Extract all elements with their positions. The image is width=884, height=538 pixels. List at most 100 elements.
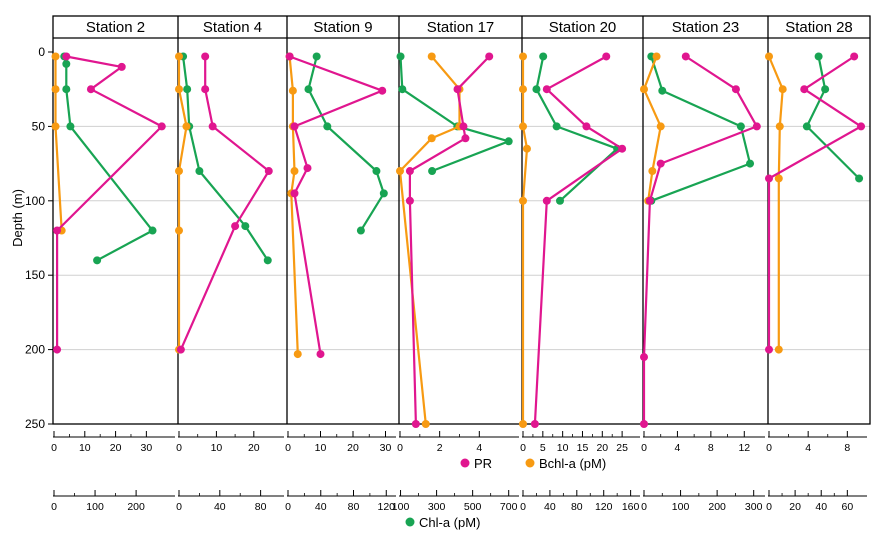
pr-bchl-axis-tick-label: 0 bbox=[285, 442, 291, 454]
bchl-data-point bbox=[774, 345, 783, 354]
pr-bchl-axis-tick-label: 10 bbox=[79, 442, 91, 454]
chl-data-point bbox=[66, 122, 75, 131]
bchl-data-point bbox=[656, 122, 665, 131]
chl-axis-tick-label: 200 bbox=[708, 501, 726, 513]
bchl-data-point bbox=[51, 122, 60, 131]
pr-bchl-axis-tick-label: 0 bbox=[641, 442, 647, 454]
chl-data-point bbox=[312, 52, 321, 61]
pr-data-point bbox=[656, 159, 665, 168]
pr-data-point bbox=[602, 52, 611, 61]
pr-bchl-axis-tick-label: 5 bbox=[540, 442, 546, 454]
chl-data-point bbox=[183, 85, 192, 94]
pr-data-point bbox=[201, 85, 210, 94]
bchl-data-point bbox=[519, 196, 527, 205]
bchl-data-point bbox=[175, 85, 183, 94]
chl-data-point bbox=[396, 52, 405, 61]
bchl-data-point bbox=[51, 85, 60, 94]
chl-data-point bbox=[504, 137, 513, 146]
chl-axis-tick-label: 20 bbox=[789, 501, 801, 513]
chl-series-line bbox=[650, 56, 752, 202]
pr-data-point bbox=[850, 52, 859, 61]
chl-axis-tick-label: 200 bbox=[127, 501, 145, 513]
pr-data-point bbox=[411, 420, 420, 428]
pr-data-point bbox=[752, 122, 761, 131]
y-tick-label: 0 bbox=[38, 45, 45, 59]
pr-bchl-axis-tick-label: 20 bbox=[596, 442, 608, 454]
pr-bchl-axis-tick-label: 15 bbox=[577, 442, 589, 454]
bchl-series-line bbox=[767, 56, 784, 350]
chl-axis-tick-label: 40 bbox=[214, 501, 226, 513]
pr-data-point bbox=[378, 86, 387, 95]
panel-title: Station 20 bbox=[549, 19, 617, 36]
y-tick-label: 150 bbox=[25, 268, 45, 282]
chl-axis-tick-label: 80 bbox=[348, 501, 360, 513]
panel-title: Station 2 bbox=[86, 19, 145, 36]
pr-bchl-axis-tick-label: 30 bbox=[141, 442, 153, 454]
pr-data-point bbox=[117, 62, 126, 71]
legend-chl-label: Chl-a (pM) bbox=[419, 515, 480, 530]
pr-data-point bbox=[530, 420, 539, 428]
pr-data-point bbox=[640, 420, 648, 428]
chl-data-point bbox=[821, 85, 830, 94]
chl-data-point bbox=[398, 85, 407, 94]
pr-data-point bbox=[765, 345, 773, 354]
chl-data-point bbox=[855, 174, 864, 183]
bchl-data-point bbox=[648, 167, 657, 176]
pr-data-point bbox=[765, 174, 773, 183]
pr-data-point bbox=[582, 122, 591, 131]
legend-pr-label: PR bbox=[474, 456, 492, 471]
pr-data-point bbox=[618, 144, 627, 153]
pr-data-point bbox=[62, 52, 71, 61]
chl-data-point bbox=[195, 167, 204, 176]
pr-data-point bbox=[800, 85, 809, 94]
legend-pr-marker bbox=[460, 458, 470, 468]
pr-bchl-axis-tick-label: 20 bbox=[347, 442, 359, 454]
pr-series-line bbox=[533, 55, 624, 425]
bchl-series-line bbox=[177, 56, 188, 350]
pr-data-point bbox=[290, 122, 299, 131]
bchl-data-point bbox=[519, 85, 527, 94]
chl-data-point bbox=[802, 122, 811, 131]
chl-axis-tick-label: 40 bbox=[544, 501, 556, 513]
legend-bchl-marker bbox=[525, 458, 535, 468]
pr-bchl-axis-tick-label: 20 bbox=[248, 442, 260, 454]
panel-title: Station 28 bbox=[785, 19, 853, 36]
chl-axis-tick-label: 40 bbox=[815, 501, 827, 513]
chl-axis-tick-label: 0 bbox=[285, 501, 291, 513]
pr-data-point bbox=[53, 345, 62, 354]
bchl-series-line bbox=[288, 56, 299, 355]
chl-series-line bbox=[805, 56, 860, 180]
chl-axis-tick-label: 300 bbox=[745, 501, 763, 513]
chl-axis-tick-label: 60 bbox=[841, 501, 853, 513]
pr-bchl-axis-tick-label: 2 bbox=[437, 442, 443, 454]
chl-data-point bbox=[539, 52, 548, 61]
y-axis-label: Depth (m) bbox=[10, 189, 25, 247]
panel-title: Station 4 bbox=[203, 19, 262, 36]
chl-axis-tick-label: 120 bbox=[378, 501, 396, 513]
chl-axis-tick-label: 80 bbox=[571, 501, 583, 513]
pr-data-point bbox=[316, 350, 325, 359]
chl-data-point bbox=[356, 226, 365, 235]
pr-data-point bbox=[405, 196, 414, 205]
chl-axis-tick-label: 0 bbox=[641, 501, 647, 513]
bchl-data-point bbox=[396, 167, 404, 176]
chl-data-point bbox=[62, 85, 71, 94]
pr-bchl-axis-tick-label: 10 bbox=[557, 442, 569, 454]
pr-data-point bbox=[405, 167, 414, 176]
bchl-data-point bbox=[519, 420, 527, 428]
pr-data-point bbox=[857, 122, 866, 131]
chl-axis-tick-label: 700 bbox=[500, 501, 518, 513]
pr-data-point bbox=[264, 167, 273, 176]
y-tick-label: 200 bbox=[25, 343, 45, 357]
pr-bchl-axis-tick-label: 0 bbox=[176, 442, 182, 454]
chl-data-point bbox=[555, 196, 564, 205]
pr-data-point bbox=[157, 122, 166, 131]
chl-axis-tick-label: 120 bbox=[595, 501, 613, 513]
pr-bchl-axis-tick-label: 30 bbox=[380, 442, 392, 454]
chl-data-point bbox=[532, 85, 541, 94]
pr-data-point bbox=[459, 122, 468, 131]
bchl-data-point bbox=[51, 52, 60, 61]
pr-data-point bbox=[640, 353, 648, 362]
bchl-data-point bbox=[427, 134, 436, 143]
